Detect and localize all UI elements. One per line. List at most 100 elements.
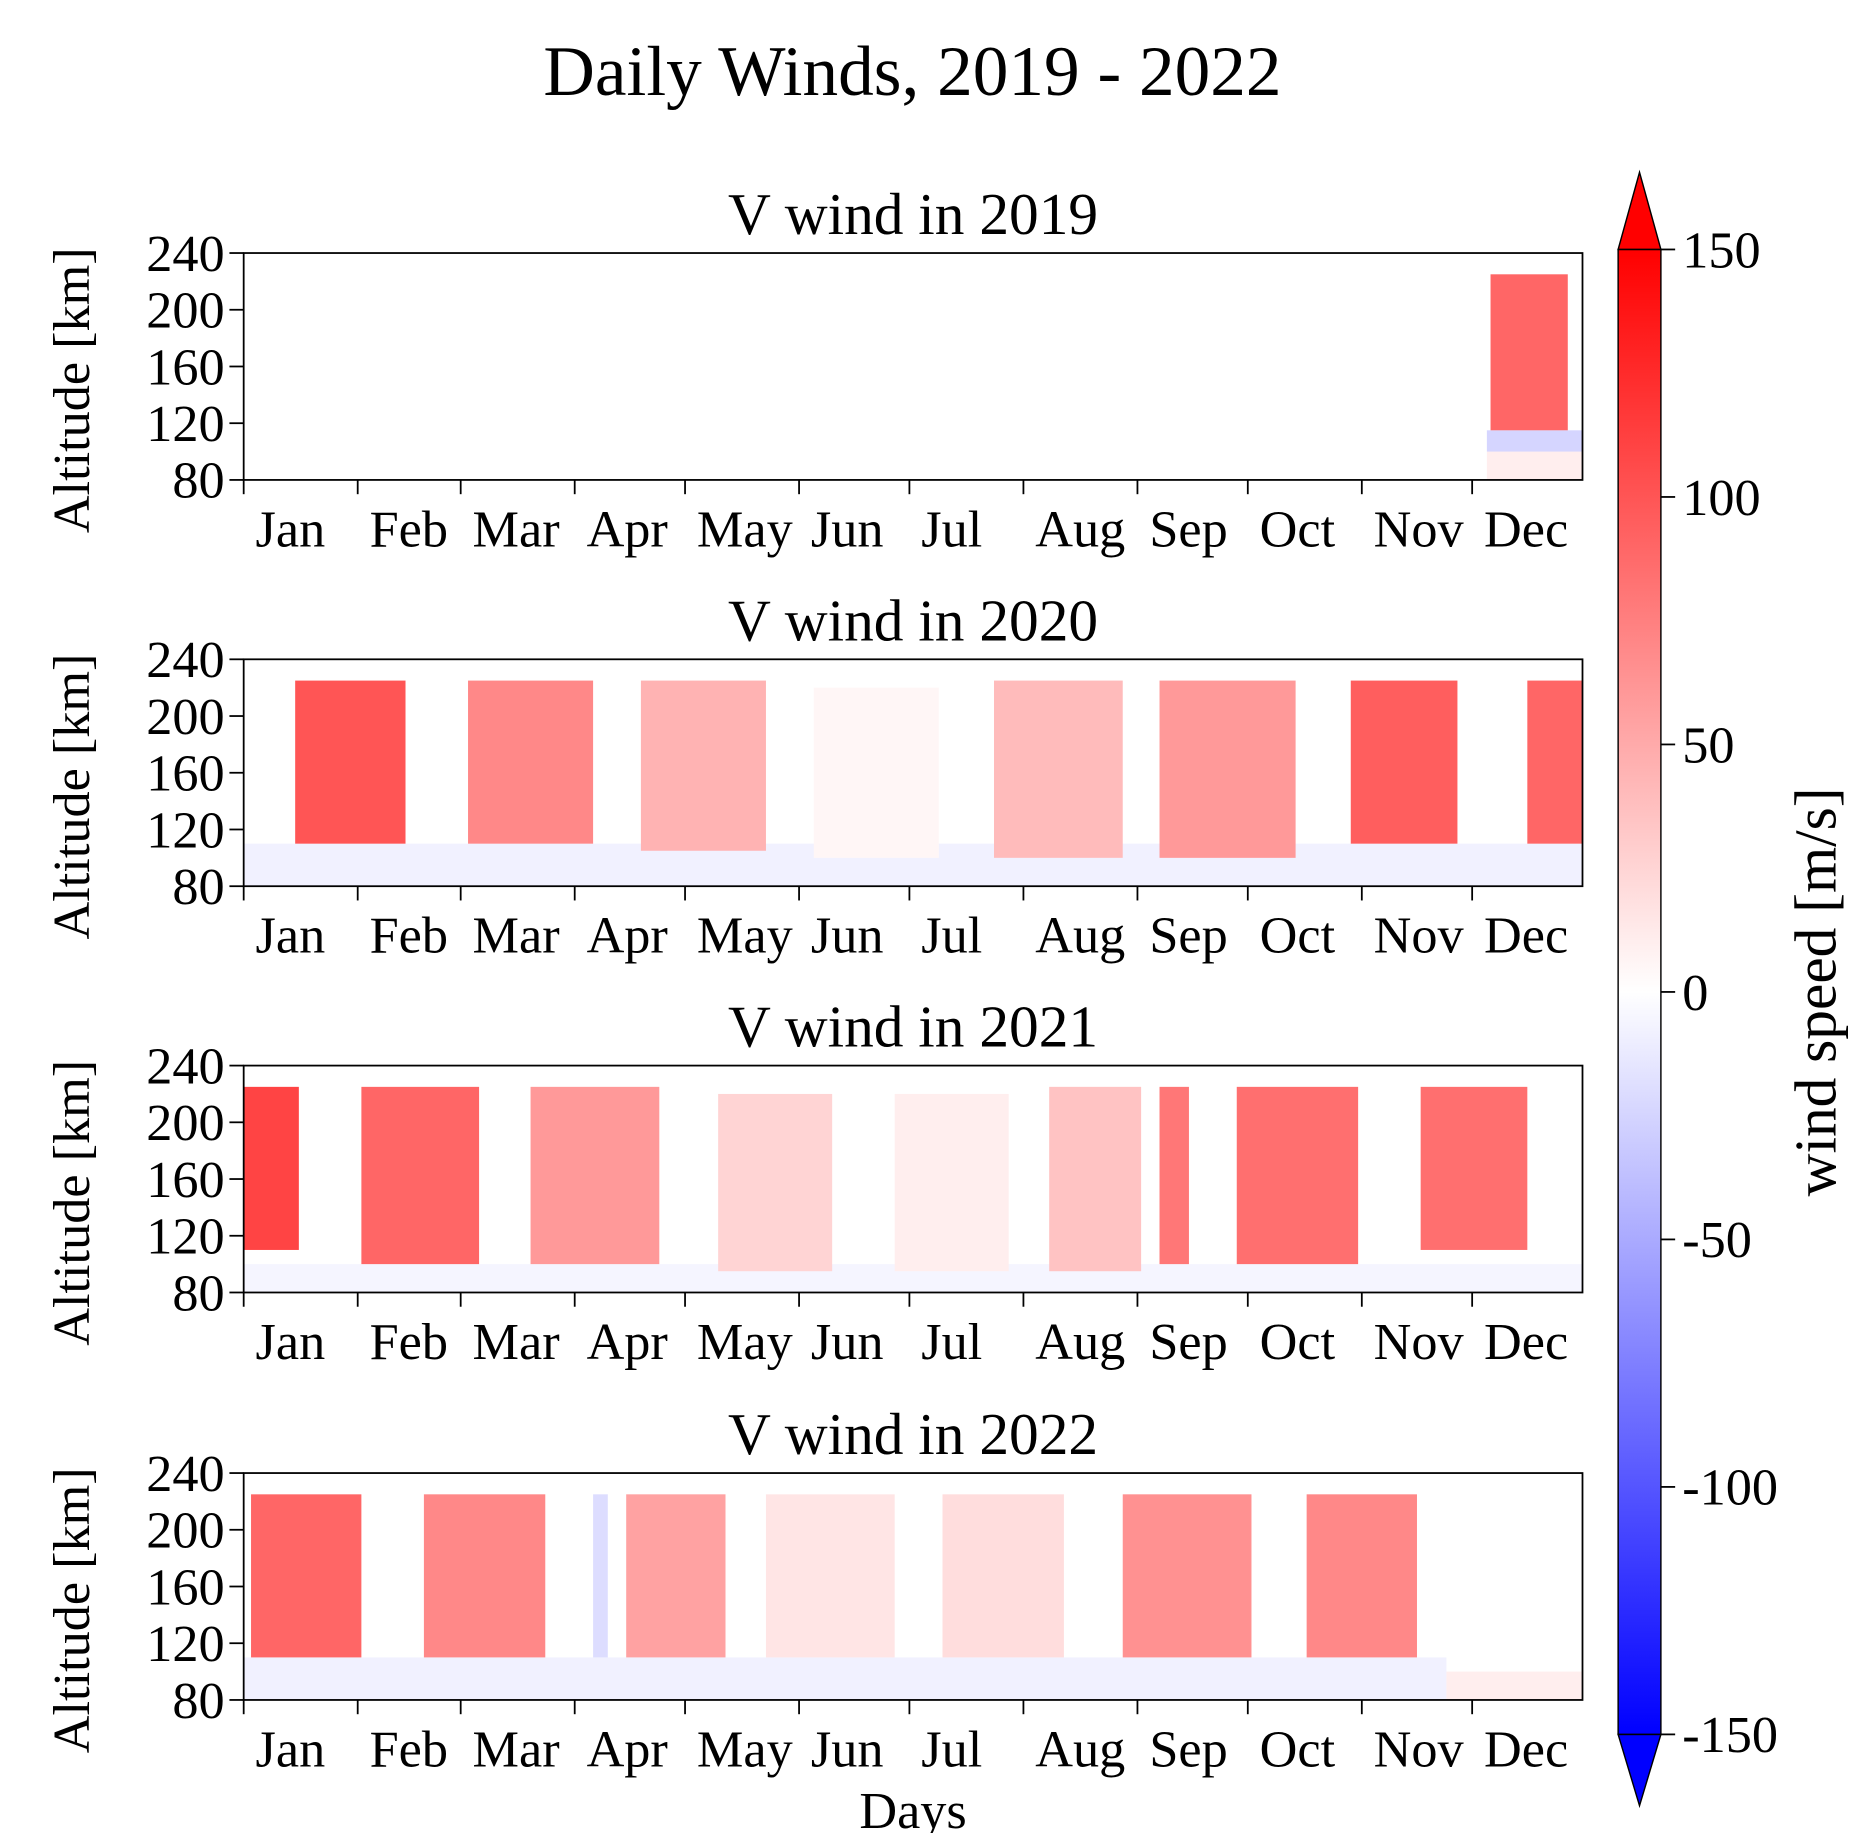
y-axis-label: Altitude [km] [43, 247, 101, 533]
colorbar-tick-label: 150 [1682, 221, 1760, 279]
colorbar [1618, 249, 1661, 1734]
x-tick-label: Oct [1260, 907, 1336, 965]
x-tick-label: Dec [1484, 500, 1568, 558]
heatmap-cell [626, 1494, 725, 1657]
x-tick-label: Jan [256, 907, 326, 965]
y-tick-label: 240 [146, 1445, 224, 1503]
x-axis-label: Days [859, 1782, 966, 1833]
y-tick-label: 80 [172, 1672, 224, 1730]
x-tick-label: May [697, 1720, 793, 1778]
heatmap-cell [1487, 452, 1583, 480]
heatmap-cell [1527, 681, 1582, 844]
heatmap-cell [1049, 1087, 1141, 1271]
x-tick-label: Mar [473, 907, 560, 965]
heatmap-cell [895, 1094, 1009, 1271]
figure: Daily Winds, 2019 - 2022 V wind in 2019 A… [0, 0, 1863, 1833]
panel-title: V wind in 2022 [728, 1401, 1098, 1467]
y-tick-label: 160 [146, 745, 224, 803]
heatmap-cell [766, 1494, 895, 1657]
heatmap-cell [1160, 1087, 1189, 1264]
x-tick-label: Mar [473, 1313, 560, 1371]
x-tick-label: Sep [1149, 500, 1227, 558]
colorbar-label: wind speed [m/s] [1783, 787, 1849, 1196]
heatmap-cell [814, 688, 939, 858]
y-tick-label: 200 [146, 1502, 224, 1560]
figure-title: Daily Winds, 2019 - 2022 [543, 32, 1281, 111]
x-tick-label: Aug [1035, 907, 1125, 965]
colorbar-tick-label: 0 [1682, 964, 1708, 1022]
colorbar-extend-min [1618, 1734, 1661, 1805]
y-tick-label: 160 [146, 338, 224, 396]
heatmap-cell [1351, 681, 1458, 844]
x-tick-label: Jan [256, 1313, 326, 1371]
y-axis-label: Altitude [km] [43, 654, 101, 940]
heatmap-cell [994, 681, 1123, 858]
x-tick-label: Dec [1484, 907, 1568, 965]
x-tick-label: Nov [1374, 907, 1465, 965]
colorbar-tick-label: -100 [1682, 1459, 1778, 1517]
x-tick-label: Nov [1374, 1313, 1465, 1371]
heatmap-cell [424, 1494, 545, 1657]
x-tick-label: Jun [811, 1720, 884, 1778]
x-tick-label: Oct [1260, 500, 1336, 558]
x-tick-label: Feb [370, 907, 448, 965]
panel-title: V wind in 2021 [728, 994, 1098, 1060]
y-tick-label: 160 [146, 1558, 224, 1616]
heatmap-cell [244, 1657, 1447, 1700]
heatmap-cell [244, 1087, 299, 1250]
y-tick-label: 200 [146, 282, 224, 340]
y-tick-label: 80 [172, 452, 224, 510]
heatmap-cell [1491, 274, 1568, 430]
heatmap-cell [1237, 1087, 1358, 1264]
heatmap-cell [1160, 681, 1296, 858]
axes-frame [244, 253, 1583, 480]
y-tick-label: 80 [172, 858, 224, 916]
y-tick-label: 200 [146, 688, 224, 746]
heatmap-cell [295, 681, 405, 844]
heatmap-cell [251, 1494, 361, 1657]
x-tick-label: Feb [370, 1313, 448, 1371]
x-tick-label: Aug [1035, 1720, 1125, 1778]
x-tick-label: Dec [1484, 1313, 1568, 1371]
colorbar-tick-label: -50 [1682, 1211, 1752, 1269]
panel-title: V wind in 2020 [728, 587, 1098, 653]
x-tick-label: Jun [811, 500, 884, 558]
x-tick-label: May [697, 907, 793, 965]
heatmap-cell [1446, 1672, 1582, 1700]
x-tick-label: Apr [587, 907, 668, 965]
x-tick-label: Nov [1374, 500, 1465, 558]
heatmap-cell [1487, 430, 1583, 451]
colorbar-tick-label: 50 [1682, 716, 1734, 774]
heatmap-cell [361, 1087, 479, 1264]
heatmap-cell [1123, 1494, 1252, 1657]
x-tick-label: Sep [1149, 1313, 1227, 1371]
x-tick-label: Jul [921, 907, 982, 965]
x-tick-label: Jul [921, 1313, 982, 1371]
y-tick-label: 120 [146, 395, 224, 453]
heatmap-cell [943, 1494, 1064, 1657]
x-tick-label: Apr [587, 1720, 668, 1778]
x-tick-label: Feb [370, 1720, 448, 1778]
y-tick-label: 120 [146, 801, 224, 859]
heatmap-cell [1421, 1087, 1528, 1250]
y-tick-label: 80 [172, 1264, 224, 1322]
x-tick-label: Nov [1374, 1720, 1465, 1778]
y-axis-label: Altitude [km] [43, 1467, 101, 1753]
heatmap-cell [718, 1094, 832, 1271]
colorbar-tick-label: -150 [1682, 1706, 1778, 1764]
x-tick-label: Mar [473, 500, 560, 558]
x-tick-label: Jun [811, 907, 884, 965]
x-tick-label: Apr [587, 500, 668, 558]
panel-title: V wind in 2019 [728, 181, 1098, 247]
y-tick-label: 200 [146, 1094, 224, 1152]
x-tick-label: Jul [921, 1720, 982, 1778]
y-axis-label: Altitude [km] [43, 1060, 101, 1346]
x-tick-label: Jan [256, 500, 326, 558]
x-tick-label: Jun [811, 1313, 884, 1371]
colorbar-extend-max [1618, 172, 1661, 249]
x-tick-label: Feb [370, 500, 448, 558]
y-tick-label: 240 [146, 1037, 224, 1095]
y-tick-label: 120 [146, 1615, 224, 1673]
y-tick-label: 120 [146, 1208, 224, 1266]
heatmap-cell [531, 1087, 660, 1264]
